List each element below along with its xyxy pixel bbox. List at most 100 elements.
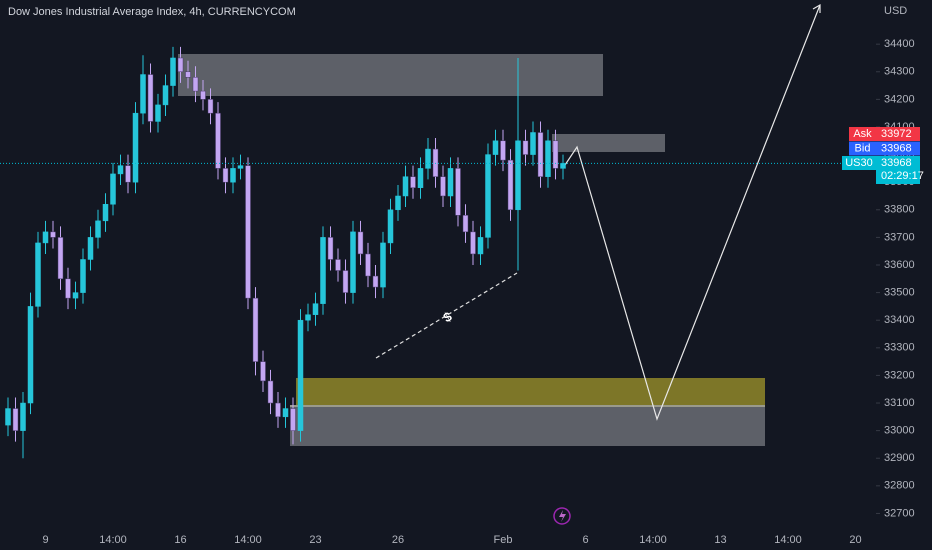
candle-body	[275, 402, 281, 418]
y-tick-label: 32700	[884, 507, 915, 519]
candle-body	[327, 237, 334, 260]
candle-body	[147, 74, 154, 122]
event-icon-bolt	[559, 510, 566, 522]
x-tick-label: 20	[849, 534, 861, 546]
candle-body	[57, 237, 64, 280]
candle-body	[140, 74, 146, 114]
candle-body	[485, 154, 491, 238]
candle-body	[222, 168, 229, 183]
candle-body	[162, 85, 169, 106]
candle-body	[372, 275, 379, 288]
candle-body	[267, 380, 274, 404]
y-tick-label: 32900	[884, 452, 915, 464]
y-tick-label: 33100	[884, 397, 915, 409]
candle-body	[357, 231, 364, 255]
y-tick-label: 34100	[884, 121, 915, 133]
x-tick-label: 14:00	[99, 534, 127, 546]
y-tick-label: 34200	[884, 93, 915, 105]
candle-body	[117, 165, 124, 175]
resistance-zone	[178, 54, 603, 96]
candle-body	[552, 140, 559, 169]
x-tick-label: 14:00	[234, 534, 262, 546]
candle-body	[20, 402, 26, 431]
quote-name: Bid	[855, 142, 871, 154]
candle-body	[237, 165, 244, 169]
candle-body	[215, 112, 221, 169]
candle-body	[440, 176, 446, 197]
candle-body	[72, 292, 79, 299]
candle-body	[80, 259, 86, 293]
quote-name: Ask	[853, 128, 872, 140]
candle-body	[380, 242, 386, 288]
annotation: $	[441, 308, 455, 325]
candle-body	[432, 148, 439, 177]
candle-body	[447, 168, 454, 197]
quote-label-box	[842, 156, 876, 170]
candle-body	[515, 140, 521, 211]
candle-body	[387, 209, 394, 244]
target-zone	[296, 378, 765, 406]
candle-body	[177, 57, 184, 73]
candle-body	[65, 278, 71, 299]
candle-body	[50, 231, 56, 238]
candle-body	[492, 140, 499, 155]
candle-body	[507, 159, 514, 211]
quote-value: 33972	[881, 128, 912, 140]
candle-body	[470, 231, 476, 255]
demand-zone	[290, 406, 765, 446]
quote-value-box	[876, 127, 920, 141]
candle-body	[417, 168, 424, 188]
candle-body	[252, 297, 259, 362]
chart-title: Dow Jones Industrial Average Index, 4h, …	[8, 6, 296, 18]
candle-body	[245, 165, 251, 299]
currency-label: USD	[884, 5, 907, 17]
candle-body	[312, 303, 319, 315]
candle-body	[477, 237, 484, 255]
quote-value: 33968	[881, 157, 912, 169]
candle-body	[545, 140, 551, 177]
candle-body	[410, 176, 416, 188]
candle-body	[95, 220, 101, 238]
candle-body	[500, 140, 506, 161]
candle-body	[170, 57, 176, 86]
candle-body	[462, 215, 469, 233]
candle-body	[305, 314, 311, 321]
x-tick-label: 14:00	[639, 534, 667, 546]
y-tick-label: 34300	[884, 66, 915, 78]
candle-body	[132, 112, 139, 183]
candle-body	[230, 168, 236, 183]
y-tick-label: 33300	[884, 342, 915, 354]
candle-body	[155, 104, 161, 122]
x-tick-label: 26	[392, 534, 404, 546]
y-tick-label: 33600	[884, 259, 915, 271]
candle-body	[395, 195, 401, 211]
candle-body	[35, 242, 41, 307]
candle-body	[560, 163, 566, 169]
event-icon[interactable]	[553, 507, 571, 525]
candle-body	[200, 90, 206, 100]
y-tick-label: 34400	[884, 38, 915, 50]
x-tick-label: 23	[309, 534, 321, 546]
y-tick-label: 33400	[884, 314, 915, 326]
y-tick-label: 33000	[884, 425, 915, 437]
candle-body	[192, 77, 199, 92]
candle-body	[530, 132, 536, 155]
candle-body	[185, 71, 191, 78]
candle-body	[207, 99, 214, 114]
candle-body	[402, 176, 409, 197]
candle-body	[342, 270, 349, 293]
countdown: 02:29:17	[881, 170, 924, 182]
candle-body	[27, 306, 34, 404]
x-tick-label: 13	[714, 534, 726, 546]
supply-zone	[552, 134, 665, 152]
candle-body	[87, 237, 94, 260]
candle-body	[425, 148, 431, 169]
projection-path	[562, 4, 821, 421]
candle-body	[350, 231, 356, 293]
candle-body	[5, 408, 11, 426]
y-tick-label: 33200	[884, 369, 915, 381]
candle-body	[365, 253, 371, 277]
y-tick-label: 33500	[884, 287, 915, 299]
